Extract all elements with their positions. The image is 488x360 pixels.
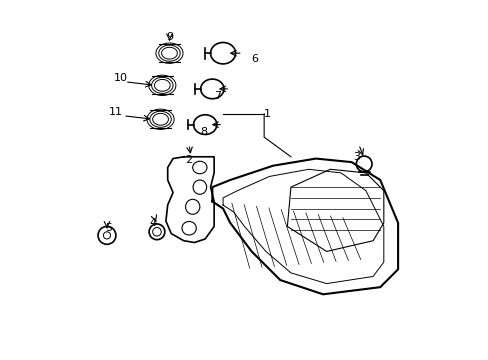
Text: 2: 2: [185, 156, 192, 165]
Text: 10: 10: [114, 73, 128, 83]
Text: 6: 6: [251, 54, 258, 64]
Text: 3: 3: [353, 152, 360, 162]
Text: 4: 4: [149, 218, 157, 228]
Text: 1: 1: [264, 109, 271, 119]
Text: 5: 5: [105, 223, 112, 233]
Text: 9: 9: [165, 32, 173, 42]
Text: 7: 7: [214, 91, 221, 101]
Text: 11: 11: [109, 107, 122, 117]
Text: 8: 8: [200, 127, 206, 137]
